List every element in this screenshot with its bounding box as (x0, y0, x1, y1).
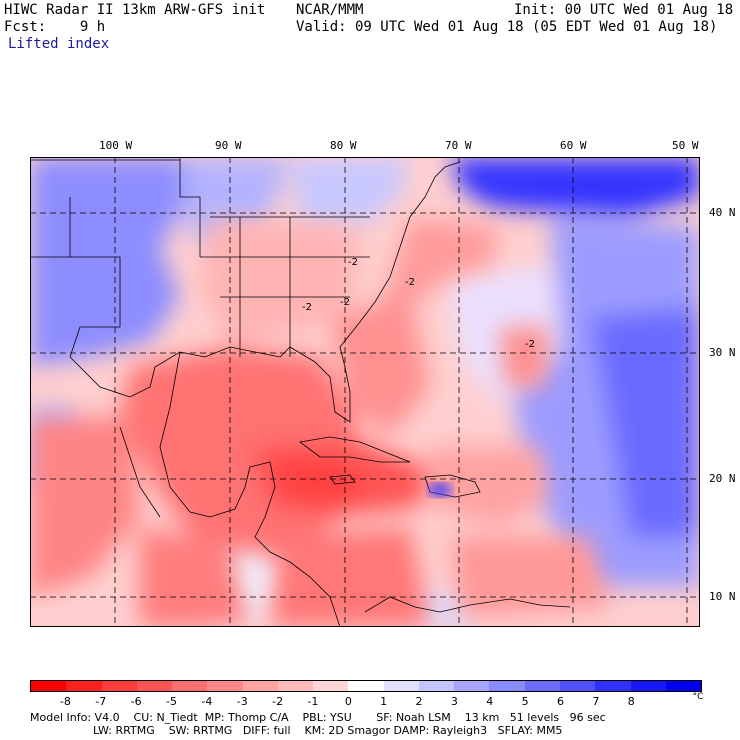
field-name: Lifted index (8, 36, 110, 52)
model-info-line1: Model Info: V4.0 CU: N_Tiedt MP: Thomp C… (30, 711, 606, 724)
colorbar-tick-label: -4 (201, 695, 213, 708)
lat-label-40n: 40 N (709, 206, 736, 219)
colorbar-tick-label: 4 (486, 695, 494, 708)
colorbar-tick-label: 7 (592, 695, 600, 708)
colorbar-tick-label: -2 (272, 695, 284, 708)
lon-label-50w: 50 W (672, 139, 699, 152)
colorbar (30, 680, 702, 692)
colorbar-swatch (418, 681, 455, 691)
field-shading (30, 157, 700, 627)
colorbar-swatch (242, 681, 278, 691)
lon-label-80w: 80 W (330, 139, 357, 152)
contour-label: -2 (348, 257, 358, 268)
colorbar-swatch (136, 681, 173, 691)
colorbar-tick-label: 3 (450, 695, 458, 708)
graticule (30, 157, 700, 627)
colorbar-tick-label: 5 (521, 695, 529, 708)
colorbar-swatch (207, 681, 243, 691)
colorbar-swatch (313, 681, 349, 691)
lon-label-60w: 60 W (560, 139, 587, 152)
contour-label: -2 (405, 277, 415, 288)
colorbar-swatch (595, 681, 631, 691)
forecast-hour: Fcst: 9 h (4, 19, 106, 35)
colorbar-swatch (524, 681, 560, 691)
lat-label-10n: 10 N (709, 590, 736, 603)
colorbar-tick-label: 0 (344, 695, 352, 708)
lifted-index-map: -2 -2 -2 -2 -2 (30, 157, 700, 627)
organization-label: NCAR/MMM (296, 2, 364, 18)
colorbar-swatch (665, 681, 702, 691)
colorbar-tick-label: -3 (236, 695, 248, 708)
colorbar-swatch (172, 681, 208, 691)
lat-label-20n: 20 N (709, 472, 736, 485)
colorbar-swatch (454, 681, 490, 691)
colorbar-tick-label: -7 (95, 695, 107, 708)
valid-time: Valid: 09 UTC Wed 01 Aug 18 (05 EDT Wed … (296, 19, 718, 35)
colorbar-swatch (101, 681, 137, 691)
unit-label: °C (692, 692, 704, 702)
colorbar-tick-label: 1 (380, 695, 388, 708)
colorbar-swatch (630, 681, 666, 691)
lon-label-70w: 70 W (445, 139, 472, 152)
colorbar-swatch (31, 681, 67, 691)
colorbar-swatch (66, 681, 102, 691)
colorbar-tick-label: -6 (130, 695, 142, 708)
colorbar-swatch (489, 681, 525, 691)
colorbar-tick-label: -5 (165, 695, 177, 708)
colorbar-tick-label: 2 (415, 695, 423, 708)
contour-label: -2 (302, 302, 312, 313)
colorbar-tick-label: -8 (59, 695, 71, 708)
lon-label-100w: 100 W (99, 139, 133, 152)
contour-label: -2 (340, 297, 350, 308)
colorbar-swatch (277, 681, 314, 691)
init-time: Init: 00 UTC Wed 01 Aug 18 (514, 2, 734, 18)
model-info-line2: LW: RRTMG SW: RRTMG DIFF: full KM: 2D Sm… (30, 724, 563, 737)
model-title: HIWC Radar II 13km ARW-GFS init (4, 2, 266, 18)
colorbar-swatch (348, 681, 384, 691)
colorbar-tick-label: 8 (627, 695, 635, 708)
colorbar-swatch (383, 681, 419, 691)
lat-label-30n: 30 N (709, 346, 736, 359)
colorbar-tick-label: 6 (557, 695, 565, 708)
colorbar-tick-label: -1 (307, 695, 319, 708)
lon-label-90w: 90 W (215, 139, 242, 152)
contour-label: -2 (525, 339, 535, 350)
colorbar-swatch (559, 681, 596, 691)
coastlines (30, 157, 571, 627)
